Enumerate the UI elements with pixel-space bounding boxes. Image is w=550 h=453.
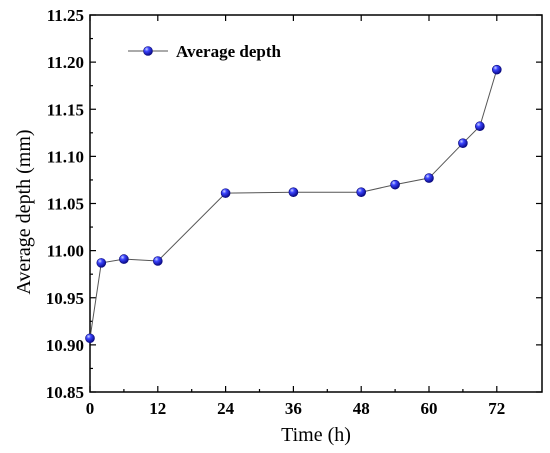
y-tick-label: 10.85 — [46, 383, 84, 402]
x-axis: 0 12 24 36 48 60 72 — [86, 15, 505, 418]
data-point — [458, 138, 468, 148]
series-line — [89, 69, 498, 339]
legend-marker — [143, 46, 153, 56]
data-point — [96, 258, 107, 268]
x-tick-label: 72 — [488, 399, 505, 418]
data-point — [475, 121, 485, 132]
data-point — [424, 173, 434, 183]
x-axis-title: Time (h) — [281, 424, 351, 446]
data-point — [153, 256, 163, 266]
data-point — [356, 187, 367, 197]
y-tick-label: 11.25 — [47, 6, 84, 25]
y-axis: 10.85 10.90 10.95 11.00 11.05 11.10 11.15 11.20… — [46, 6, 542, 402]
x-tick-label: 36 — [285, 399, 302, 418]
x-tick-label: 24 — [217, 399, 235, 418]
y-tick-label: 11.10 — [47, 147, 84, 166]
x-tick-label: 0 — [86, 399, 95, 418]
data-point — [85, 333, 95, 344]
y-tick-label: 11.15 — [47, 100, 84, 119]
data-point — [288, 187, 299, 197]
data-point — [390, 179, 400, 190]
data-point — [119, 254, 129, 264]
series-layer — [85, 64, 502, 344]
plot-frame — [89, 14, 543, 393]
data-point — [220, 188, 231, 198]
x-tick-label: 60 — [421, 399, 438, 418]
y-axis-title: Average depth (mm) — [13, 129, 35, 294]
x-tick-label: 12 — [149, 399, 166, 418]
y-tick-label: 11.00 — [47, 242, 84, 261]
y-tick-label: 10.95 — [46, 289, 84, 308]
legend-label: Average depth — [176, 42, 282, 61]
data-point — [491, 64, 502, 75]
plot-border — [89, 14, 543, 393]
y-tick-label: 10.90 — [46, 336, 84, 355]
legend: Average depth — [128, 42, 282, 61]
y-tick-label: 11.05 — [47, 195, 84, 214]
y-tick-label: 11.20 — [47, 53, 84, 72]
x-tick-label: 48 — [353, 399, 370, 418]
